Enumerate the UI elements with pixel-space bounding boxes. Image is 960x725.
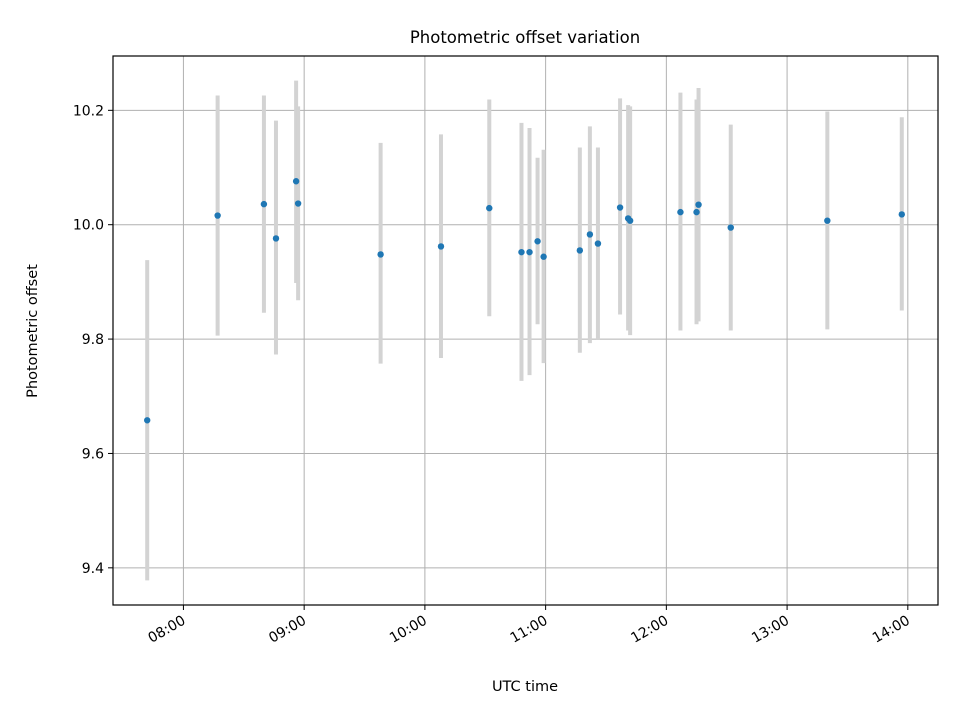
- data-point: [626, 217, 634, 224]
- y-tick-label: 10.2: [73, 103, 104, 119]
- data-point: [695, 201, 702, 208]
- data-point: [727, 224, 734, 231]
- x-axis-label: UTC time: [492, 679, 558, 695]
- data-point: [486, 204, 493, 212]
- data-point: [377, 251, 384, 258]
- chart-title: Photometric offset variation: [410, 28, 640, 47]
- data-point: [594, 240, 602, 247]
- data-point: [518, 248, 525, 256]
- y-tick-label: 9.6: [82, 446, 104, 462]
- data-point: [144, 417, 151, 424]
- data-point: [294, 200, 302, 207]
- y-tick-label: 9.8: [82, 332, 104, 348]
- data-point: [586, 231, 594, 238]
- data-point: [677, 208, 684, 216]
- data-point: [534, 238, 541, 245]
- data-point: [214, 212, 221, 219]
- data-point: [540, 253, 547, 260]
- data-point: [437, 243, 445, 250]
- data-point: [272, 235, 280, 242]
- data-point: [824, 217, 831, 224]
- data-point: [898, 211, 905, 218]
- plot-frame: [112, 55, 939, 606]
- grid: [113, 56, 938, 605]
- data-point: [576, 247, 584, 254]
- data-point: [693, 208, 700, 216]
- data-point: [616, 204, 624, 211]
- data-point: [260, 200, 268, 208]
- y-tick-label: 9.4: [82, 561, 104, 577]
- data-point: [526, 248, 533, 256]
- data-points: [144, 178, 905, 424]
- y-axis-label: Photometric offset: [25, 264, 41, 398]
- data-point: [292, 178, 300, 185]
- y-tick-label: 10.0: [73, 218, 104, 234]
